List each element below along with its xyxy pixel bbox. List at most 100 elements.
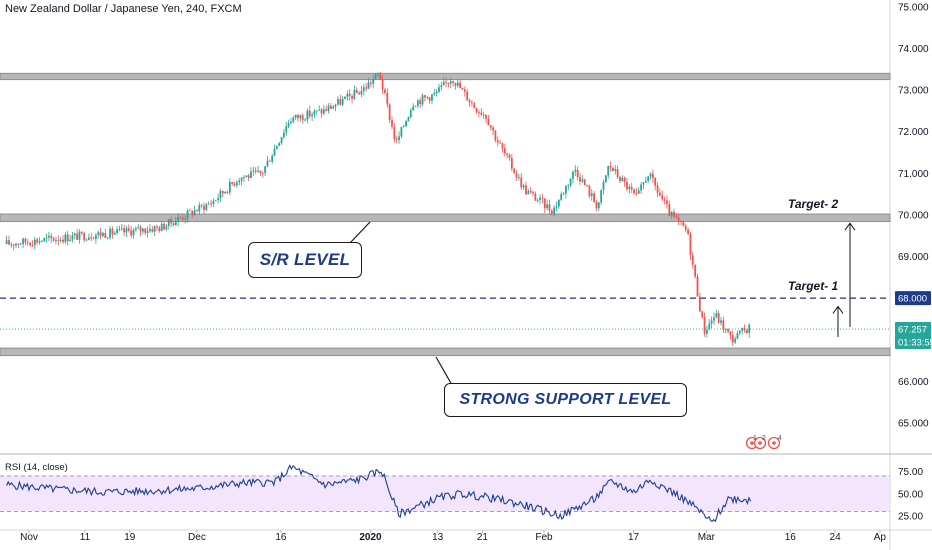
candle-body-116 bbox=[278, 143, 281, 146]
candle-body-211 bbox=[501, 143, 504, 149]
price-tick-66.000: 66.000 bbox=[898, 377, 929, 388]
candle-body-18 bbox=[48, 235, 50, 238]
candle-body-141 bbox=[337, 99, 339, 105]
candle-body-83 bbox=[200, 204, 203, 206]
candle-body-102 bbox=[245, 175, 248, 178]
candle-body-65 bbox=[158, 227, 161, 231]
target-1-label: Target- 1 bbox=[788, 279, 839, 293]
price-tick-74.000: 74.000 bbox=[898, 44, 929, 55]
candle-body-292 bbox=[691, 255, 694, 265]
candle-body-194 bbox=[461, 88, 464, 90]
candle-body-164 bbox=[391, 120, 393, 127]
candle-body-143 bbox=[341, 98, 344, 105]
candle-body-202 bbox=[480, 112, 483, 115]
candle-body-296 bbox=[701, 311, 704, 318]
candle-body-281 bbox=[666, 200, 668, 205]
rsi-tick-50.00: 50.00 bbox=[898, 489, 923, 500]
candle-body-109 bbox=[261, 172, 264, 174]
candle-body-259 bbox=[614, 169, 617, 171]
candle-body-280 bbox=[663, 199, 666, 201]
candle-body-84 bbox=[203, 205, 205, 210]
candle-body-130 bbox=[311, 114, 314, 117]
candle-body-163 bbox=[388, 104, 391, 121]
candle-body-240 bbox=[569, 178, 572, 186]
target-price-badge-bg bbox=[895, 291, 931, 306]
candle-body-90 bbox=[217, 197, 220, 200]
time-tick-1: 11 bbox=[80, 532, 91, 543]
candle-body-100 bbox=[240, 177, 243, 181]
candle-body-160 bbox=[381, 79, 384, 90]
candle-body-69 bbox=[167, 219, 170, 227]
candle-body-244 bbox=[579, 177, 581, 182]
candle-body-114 bbox=[273, 148, 276, 156]
candle-body-51 bbox=[125, 228, 128, 233]
candle-body-190 bbox=[452, 81, 455, 83]
candle-body-310 bbox=[734, 338, 737, 343]
candle-body-112 bbox=[268, 160, 271, 162]
candle-body-248 bbox=[588, 185, 591, 197]
candle-body-184 bbox=[438, 87, 440, 92]
candle-body-138 bbox=[330, 105, 332, 109]
candle-body-224 bbox=[532, 192, 534, 194]
price-tick-65.000: 65.000 bbox=[898, 419, 929, 430]
candle-body-59 bbox=[144, 228, 147, 233]
candle-body-121 bbox=[290, 121, 292, 124]
candle-body-206 bbox=[489, 125, 492, 128]
last-price-badge-bg bbox=[895, 322, 931, 337]
candle-body-316 bbox=[748, 324, 751, 334]
candle-body-168 bbox=[400, 126, 403, 137]
candle-body-39 bbox=[97, 232, 100, 236]
candle-body-42 bbox=[104, 232, 107, 238]
sr-level-label: S/R LEVEL bbox=[259, 250, 351, 269]
candle-body-125 bbox=[299, 115, 302, 119]
candle-body-309 bbox=[731, 335, 734, 343]
candle-body-72 bbox=[174, 221, 177, 226]
candle-body-22 bbox=[57, 239, 60, 241]
candle-body-225 bbox=[534, 193, 537, 201]
candle-body-54 bbox=[132, 229, 135, 236]
candle-body-285 bbox=[675, 216, 678, 218]
candle-body-96 bbox=[231, 181, 234, 184]
candle-body-10 bbox=[29, 242, 32, 246]
candle-body-43 bbox=[106, 237, 109, 239]
candle-body-205 bbox=[487, 118, 490, 126]
candle-body-231 bbox=[548, 204, 551, 211]
candle-body-258 bbox=[612, 167, 614, 171]
candle-body-105 bbox=[252, 170, 255, 172]
candle-body-233 bbox=[553, 207, 556, 215]
candle-body-298 bbox=[706, 329, 708, 334]
candle-body-153 bbox=[365, 87, 368, 89]
candle-body-188 bbox=[447, 82, 450, 84]
candle-body-15 bbox=[40, 241, 43, 242]
candle-body-266 bbox=[630, 186, 633, 190]
candle-body-53 bbox=[130, 230, 133, 236]
candle-body-118 bbox=[283, 132, 285, 138]
candle-body-166 bbox=[395, 139, 398, 141]
candle-body-161 bbox=[384, 89, 386, 94]
candle-body-269 bbox=[637, 190, 640, 194]
candle-body-3 bbox=[12, 244, 15, 246]
candle-body-246 bbox=[583, 179, 586, 186]
candle-body-25 bbox=[64, 234, 67, 242]
candle-body-117 bbox=[280, 137, 283, 144]
candle-body-235 bbox=[557, 200, 560, 207]
candle-body-144 bbox=[344, 96, 346, 99]
candle-body-101 bbox=[243, 177, 245, 178]
resistance-zone bbox=[0, 72, 891, 81]
candle-body-303 bbox=[717, 313, 720, 323]
candle-body-145 bbox=[346, 93, 349, 97]
candle-body-75 bbox=[181, 217, 184, 220]
candle-body-254 bbox=[602, 182, 605, 190]
candle-body-111 bbox=[266, 160, 269, 167]
candle-body-63 bbox=[153, 226, 156, 232]
candle-body-119 bbox=[285, 126, 288, 133]
candle-body-142 bbox=[339, 99, 342, 105]
candle-body-38 bbox=[95, 235, 97, 239]
candle-body-196 bbox=[466, 91, 469, 101]
candle-body-223 bbox=[529, 191, 532, 193]
candle-body-122 bbox=[292, 117, 295, 122]
candle-body-32 bbox=[80, 231, 83, 234]
event-marker-dot-0 bbox=[750, 441, 754, 445]
time-tick-9: 17 bbox=[628, 532, 640, 543]
